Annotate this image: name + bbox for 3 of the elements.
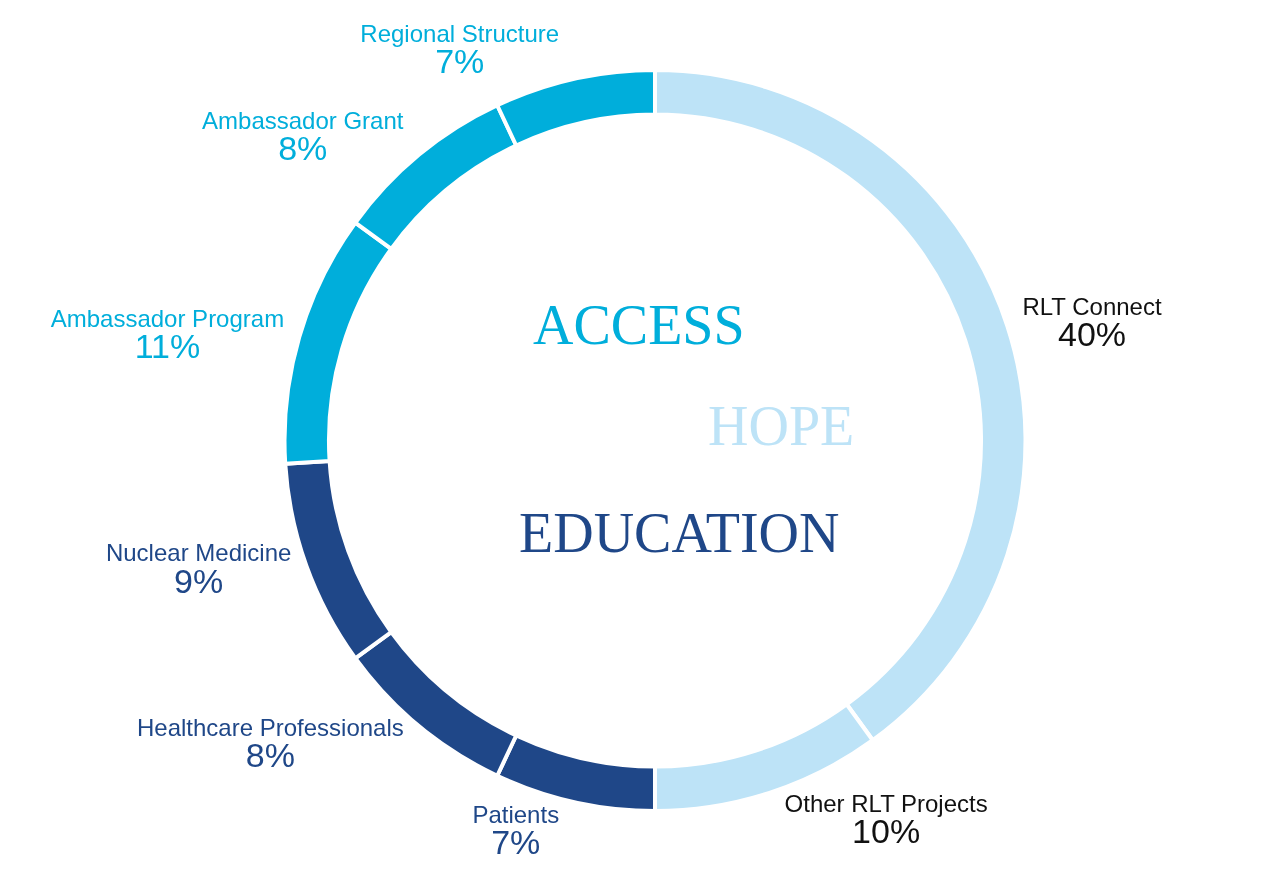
text: ACCESS (533, 294, 745, 356)
text: HOPE (708, 395, 855, 457)
text: EDUCATION (519, 502, 840, 564)
